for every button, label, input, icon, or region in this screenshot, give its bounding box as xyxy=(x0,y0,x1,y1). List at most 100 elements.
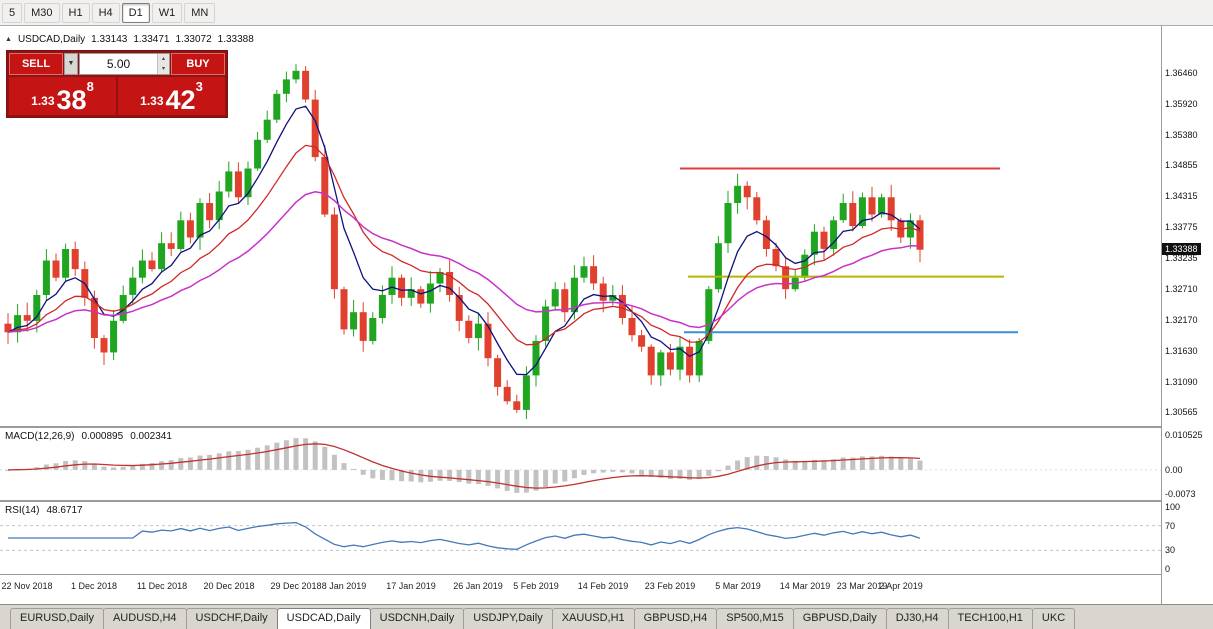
price-scale-label: 1.35920 xyxy=(1165,99,1198,109)
macd-scale-label: 0.010525 xyxy=(1165,430,1203,440)
chart-tab-usdjpy-daily[interactable]: USDJPY,Daily xyxy=(463,608,553,629)
macd-main-value: 0.000895 xyxy=(81,431,124,442)
date-tick-label: 8 Jan 2019 xyxy=(321,581,367,591)
price-scale-label: 1.36460 xyxy=(1165,68,1198,78)
buy-button[interactable]: BUY xyxy=(171,53,225,75)
buy-price-sup: 3 xyxy=(195,79,203,94)
sell-price-base: 1.33 xyxy=(31,94,55,108)
chart-symbol-title: USDCAD,Daily xyxy=(17,34,86,45)
current-price-badge: 1.33388 xyxy=(1162,243,1201,255)
timeframe-button-m30[interactable]: M30 xyxy=(24,2,60,23)
lot-size-field[interactable]: 5.00 ▴ ▾ xyxy=(79,53,170,75)
timeframe-button-w1[interactable]: W1 xyxy=(151,2,183,23)
lot-dropdown-button[interactable]: ▼ xyxy=(64,53,78,75)
pane-splitter[interactable] xyxy=(0,500,1161,502)
chart-tab-eurusd-daily[interactable]: EURUSD,Daily xyxy=(10,608,104,629)
rsi-header: RSI(14) 48.6717 xyxy=(5,505,83,516)
chart-tab-sp500-m15[interactable]: SP500,M15 xyxy=(716,608,794,629)
price-scale-label: 1.34855 xyxy=(1165,160,1198,170)
date-tick-label: 5 Feb 2019 xyxy=(513,581,559,591)
chart-tab-dj30-h4[interactable]: DJ30,H4 xyxy=(885,608,949,629)
price-scale-label: 1.35380 xyxy=(1165,130,1198,140)
timeframe-button-5[interactable]: 5 xyxy=(2,2,23,23)
chart-tab-usdchf-daily[interactable]: USDCHF,Daily xyxy=(185,608,278,629)
one-click-trading-panel: SELL ▼ 5.00 ▴ ▾ BUY xyxy=(6,50,228,118)
date-tick-label: 20 Dec 2018 xyxy=(203,581,255,591)
chart-ohlc-header: ▲ USDCAD,Daily 1.33143 1.33471 1.33072 1… xyxy=(5,34,254,45)
timeframe-toolbar: 5 M30 H1 H4 D1 W1 MN xyxy=(0,0,1213,26)
lot-decrease-button[interactable]: ▾ xyxy=(158,64,169,74)
sell-button[interactable]: SELL xyxy=(9,53,63,75)
timeframe-button-mn[interactable]: MN xyxy=(184,2,216,23)
timeframe-button-h1[interactable]: H1 xyxy=(61,2,90,23)
price-scale-label: 1.31630 xyxy=(1165,346,1198,356)
date-tick-label: 2 Apr 2019 xyxy=(879,581,923,591)
rsi-chart-canvas xyxy=(0,521,1161,551)
chart-tab-xauusd-h1[interactable]: XAUUSD,H1 xyxy=(551,608,635,629)
pane-splitter[interactable] xyxy=(0,426,1161,428)
sell-price-sup: 8 xyxy=(86,79,94,94)
chevron-down-icon: ▼ xyxy=(67,60,75,67)
timeframe-button-d1[interactable]: D1 xyxy=(121,2,150,23)
date-axis[interactable]: 22 Nov 2018 1 Dec 2018 11 Dec 2018 20 Dec 2… xyxy=(0,574,1161,604)
buy-price-base: 1.33 xyxy=(140,94,164,108)
buy-price-big: 42 xyxy=(165,84,196,115)
chart-plot-column: ▲ USDCAD,Daily 1.33143 1.33471 1.33072 1… xyxy=(0,26,1161,604)
date-tick-label: 11 Dec 2018 xyxy=(136,581,188,591)
rsi-scale-label: 100 xyxy=(1165,502,1181,512)
price-scale-label: 1.33775 xyxy=(1165,222,1198,232)
chart-tab-gbpusd-daily[interactable]: GBPUSD,Daily xyxy=(792,608,887,629)
price-scale-label: 1.30565 xyxy=(1165,407,1198,417)
buy-price-tile[interactable]: 1.33 42 3 xyxy=(118,77,225,115)
chart-tab-ukc[interactable]: UKC xyxy=(1031,608,1076,629)
chart-tabbar: EURUSD,Daily AUDUSD,H4 USDCHF,Daily USDCAD,… xyxy=(0,604,1213,629)
macd-scale-label: 0.00 xyxy=(1165,465,1183,475)
macd-scale-label: -0.0073 xyxy=(1165,489,1196,499)
macd-chart-canvas xyxy=(0,438,1161,493)
sell-price-tile[interactable]: 1.33 38 8 xyxy=(9,77,116,115)
lot-size-value: 5.00 xyxy=(106,57,131,71)
price-scale-label: 1.32170 xyxy=(1165,315,1198,325)
date-tick-label: 23 Mar 2019 xyxy=(836,581,888,591)
rsi-scale-label: 70 xyxy=(1165,521,1176,531)
price-scale[interactable]: 1.33388 1.36460 1.35920 1.35380 1.34855 1.34… xyxy=(1161,26,1213,604)
rsi-title: RSI(14) xyxy=(5,505,40,516)
trade-controls-row: SELL ▼ 5.00 ▴ ▾ BUY xyxy=(9,53,225,75)
timeframe-button-h4[interactable]: H4 xyxy=(91,2,120,23)
date-tick-label: 29 Dec 2018 xyxy=(270,581,322,591)
chart-tab-usdcad-daily[interactable]: USDCAD,Daily xyxy=(276,608,371,629)
price-scale-label: 1.33235 xyxy=(1165,253,1198,263)
ohlc-high: 1.33471 xyxy=(133,34,170,45)
price-chart-pane[interactable]: ▲ USDCAD,Daily 1.33143 1.33471 1.33072 1… xyxy=(0,26,1161,426)
date-tick-label: 17 Jan 2019 xyxy=(386,581,436,591)
trade-price-row: 1.33 38 8 1.33 42 3 xyxy=(9,77,225,115)
ohlc-close: 1.33388 xyxy=(217,34,254,45)
date-tick-label: 23 Feb 2019 xyxy=(644,581,696,591)
date-tick-label: 14 Feb 2019 xyxy=(577,581,629,591)
macd-header: MACD(12,26,9) 0.000895 0.002341 xyxy=(5,431,172,442)
date-tick-label: 26 Jan 2019 xyxy=(453,581,503,591)
lot-increase-button[interactable]: ▴ xyxy=(158,54,169,64)
rsi-scale-label: 30 xyxy=(1165,545,1176,555)
date-tick-label: 1 Dec 2018 xyxy=(70,581,118,591)
macd-pane[interactable]: MACD(12,26,9) 0.000895 0.002341 xyxy=(0,428,1161,500)
date-tick-label: 14 Mar 2019 xyxy=(779,581,831,591)
rsi-pane[interactable]: RSI(14) 48.6717 xyxy=(0,502,1161,574)
chart-tab-gbpusd-h4[interactable]: GBPUSD,H4 xyxy=(633,608,718,629)
rsi-scale-label: 0 xyxy=(1165,564,1171,574)
sell-price-big: 38 xyxy=(56,84,87,115)
macd-title: MACD(12,26,9) xyxy=(5,431,75,442)
date-tick-label: 5 Mar 2019 xyxy=(715,581,761,591)
chart-window: ▲ USDCAD,Daily 1.33143 1.33471 1.33072 1… xyxy=(0,26,1213,604)
ohlc-low: 1.33072 xyxy=(175,34,212,45)
price-scale-label: 1.31090 xyxy=(1165,377,1198,387)
chart-tab-tech100-h1[interactable]: TECH100,H1 xyxy=(947,608,1033,629)
date-tick-label: 22 Nov 2018 xyxy=(1,581,53,591)
candlestick-chart-canvas xyxy=(4,64,1018,419)
collapse-subwindow-icon: ▲ xyxy=(5,36,12,43)
chart-tab-audusd-h4[interactable]: AUDUSD,H4 xyxy=(102,608,187,629)
price-scale-label: 1.34315 xyxy=(1165,191,1198,201)
ohlc-open: 1.33143 xyxy=(91,34,128,45)
chart-tab-usdcnh-daily[interactable]: USDCNH,Daily xyxy=(369,608,465,629)
